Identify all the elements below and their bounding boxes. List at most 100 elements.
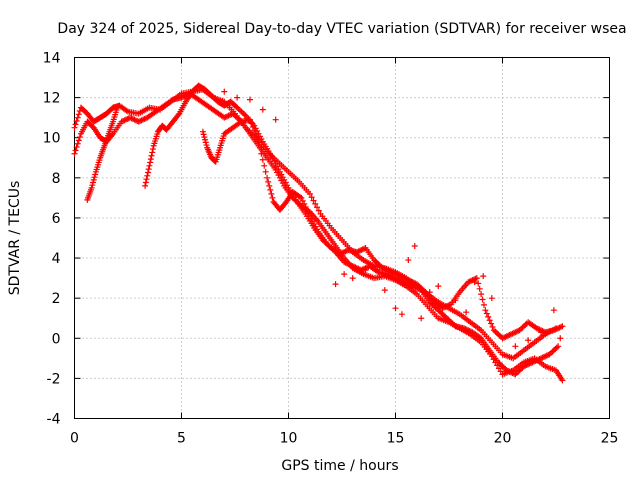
plot-frame: [74, 57, 610, 419]
data-point: [146, 162, 153, 169]
data-point: [175, 111, 182, 118]
data-point: [73, 144, 80, 151]
data-point: [202, 136, 209, 143]
data-point: [201, 134, 208, 141]
data-point: [76, 134, 83, 141]
data-point: [259, 156, 266, 163]
y-tick-label: 8: [52, 171, 61, 187]
x-tick-label: 20: [494, 431, 512, 447]
data-point: [495, 365, 502, 372]
chart-title: Day 324 of 2025, Sidereal Day-to-day VTE…: [57, 21, 626, 37]
data-point: [143, 176, 150, 183]
data-point: [381, 287, 388, 294]
data-point: [147, 159, 154, 166]
data-point: [480, 273, 487, 280]
data-point: [471, 279, 478, 286]
data-point: [392, 305, 399, 312]
data-point: [262, 168, 269, 175]
data-point: [497, 368, 504, 375]
data-point: [91, 174, 98, 181]
x-tick-label: 0: [70, 431, 79, 447]
data-point: [559, 377, 566, 384]
data-point: [144, 169, 151, 176]
data-point: [478, 291, 485, 298]
data-point: [268, 190, 275, 197]
data-point: [555, 343, 562, 350]
data-point: [252, 131, 259, 138]
x-axis-label: GPS time / hours: [281, 458, 398, 474]
data-point: [485, 313, 492, 320]
data-point: [265, 178, 272, 185]
data-point: [88, 184, 95, 191]
data-point: [305, 209, 312, 216]
data-point: [144, 172, 151, 179]
data-point: [411, 243, 418, 250]
data-point: [557, 335, 564, 342]
data-point: [486, 317, 493, 324]
data-point: [341, 271, 348, 278]
data-point: [488, 320, 495, 327]
y-tick-label: -2: [47, 371, 61, 387]
data-point: [74, 114, 81, 121]
data-point: [147, 156, 154, 163]
data-point: [71, 150, 78, 157]
data-point: [306, 190, 313, 197]
x-tick-label: 5: [177, 431, 186, 447]
series-scattered-segments: [221, 88, 564, 350]
data-point: [525, 337, 532, 344]
data-point: [246, 96, 253, 103]
data-point: [314, 204, 321, 211]
data-point: [282, 200, 289, 207]
data-point: [90, 179, 97, 186]
data-point: [202, 139, 209, 146]
data-point: [90, 176, 97, 183]
data-point: [418, 315, 425, 322]
data-point: [199, 128, 206, 135]
data-point: [512, 343, 519, 350]
data-point: [302, 203, 309, 210]
data-point: [259, 106, 266, 113]
data-point: [258, 150, 265, 157]
data-point: [426, 289, 433, 296]
data-point: [148, 152, 155, 159]
data-point: [475, 280, 482, 287]
data-point: [200, 131, 207, 138]
data-point: [75, 111, 82, 118]
data-point: [452, 297, 459, 304]
data-point: [298, 194, 305, 201]
x-tick-label: 10: [280, 431, 298, 447]
data-point: [489, 323, 496, 330]
data-point: [267, 186, 274, 193]
data-point: [72, 147, 79, 154]
x-tick-label: 15: [387, 431, 405, 447]
data-point: [75, 137, 82, 144]
data-point: [89, 182, 96, 189]
data-point: [559, 323, 566, 330]
data-point: [299, 197, 306, 204]
data-point: [301, 200, 308, 207]
grid-lines: [74, 57, 610, 419]
y-tick-label: 0: [52, 331, 61, 347]
data-point: [234, 94, 241, 101]
data-point: [373, 259, 380, 266]
data-point: [221, 88, 228, 95]
y-tick-label: 12: [43, 91, 61, 107]
axes: 0 5 10 15 20 25 -4 -2 0 2 4 6 8 10 12 14: [43, 51, 619, 447]
data-points: [71, 82, 566, 384]
data-point: [145, 166, 152, 173]
y-tick-label: 14: [43, 51, 61, 67]
data-point: [473, 275, 480, 282]
data-point: [332, 281, 339, 288]
data-point: [443, 303, 450, 310]
data-point: [92, 171, 99, 178]
data-point: [74, 140, 81, 147]
data-point: [482, 307, 489, 314]
data-point: [310, 197, 317, 204]
data-point: [142, 179, 149, 186]
data-point: [435, 283, 442, 290]
data-point: [483, 310, 490, 317]
data-point: [264, 174, 271, 181]
data-point: [488, 295, 495, 302]
x-tick-label: 25: [601, 431, 619, 447]
